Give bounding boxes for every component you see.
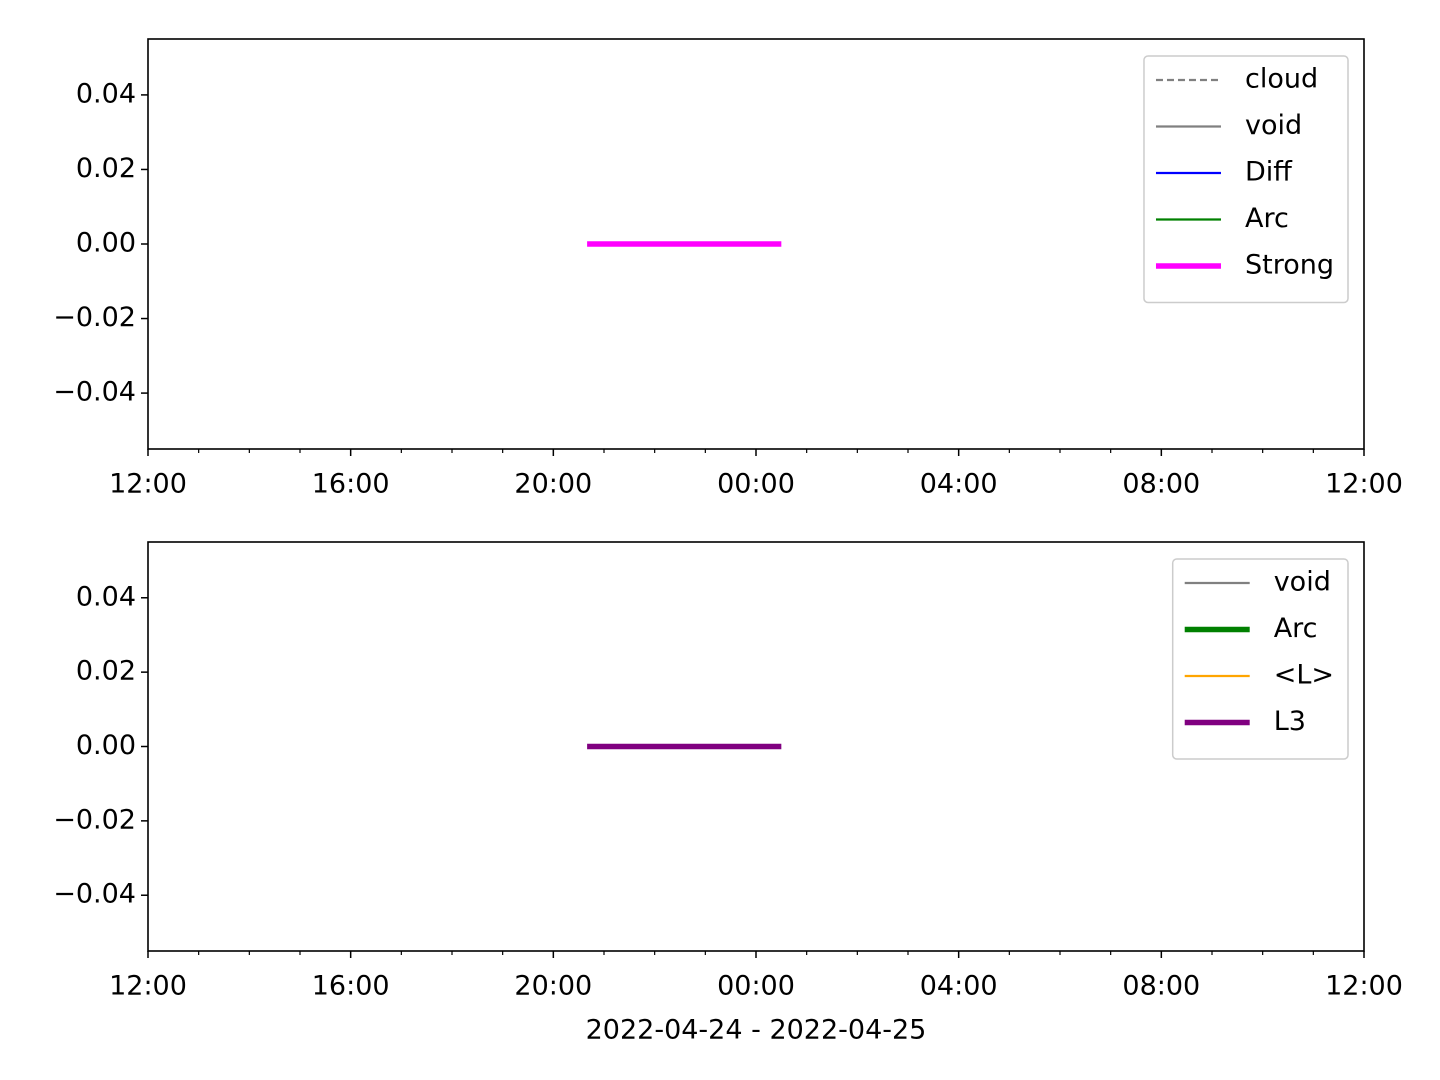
subplot: −0.04 −0.02 0.00 0.02 0.04 12:00 16:00 20:00 00:… <box>53 38 1403 500</box>
y-tick-label: 0.04 <box>76 78 136 109</box>
legend-label: <L> <box>1274 660 1334 691</box>
x-tick-label: 20:00 <box>514 469 592 500</box>
axes-frame <box>147 38 1365 450</box>
x-tick-label: 00:00 <box>717 469 795 500</box>
x-tick-label: 12:00 <box>1325 469 1403 500</box>
legend-label: Arc <box>1274 613 1318 644</box>
y-tick-label: 0.00 <box>76 228 136 259</box>
y-tick-label: 0.04 <box>76 581 136 612</box>
legend-label: void <box>1274 567 1331 598</box>
legend-box <box>1171 558 1349 760</box>
legend-label: Diff <box>1245 157 1293 188</box>
legend-label: L3 <box>1274 706 1306 737</box>
x-tick-label: 20:00 <box>514 971 592 1002</box>
y-tick-label: 0.02 <box>76 656 136 687</box>
legend: void Arc <L> L3 <box>1171 558 1349 760</box>
subplot: −0.04 −0.02 0.00 0.02 0.04 12:00 16:00 20:00 00:… <box>53 541 1403 1046</box>
x-tick-label: 12:00 <box>1325 971 1403 1002</box>
legend-label: Strong <box>1245 250 1334 281</box>
x-tick-label: 08:00 <box>1122 469 1200 500</box>
x-tick-label: 04:00 <box>920 971 998 1002</box>
legend: cloud void Diff Arc Strong <box>1143 55 1349 304</box>
y-tick-label: −0.04 <box>53 377 136 408</box>
x-tick-label: 04:00 <box>920 469 998 500</box>
axes-frame <box>147 541 1365 952</box>
y-tick-label: −0.04 <box>53 879 136 910</box>
x-tick-label: 08:00 <box>1122 971 1200 1002</box>
legend-label: void <box>1245 110 1302 141</box>
x-tick-label: 00:00 <box>717 971 795 1002</box>
legend-label: Arc <box>1245 203 1289 234</box>
y-tick-label: 0.02 <box>76 153 136 184</box>
x-axis-label: 2022-04-24 - 2022-04-25 <box>586 1015 927 1046</box>
legend-label: cloud <box>1245 64 1318 95</box>
x-tick-label: 16:00 <box>312 971 390 1002</box>
x-tick-label: 12:00 <box>109 971 187 1002</box>
y-tick-label: 0.00 <box>76 730 136 761</box>
y-tick-label: −0.02 <box>53 302 136 333</box>
y-tick-label: −0.02 <box>53 804 136 835</box>
x-tick-label: 12:00 <box>109 469 187 500</box>
x-tick-label: 16:00 <box>312 469 390 500</box>
legend-box <box>1143 55 1349 304</box>
